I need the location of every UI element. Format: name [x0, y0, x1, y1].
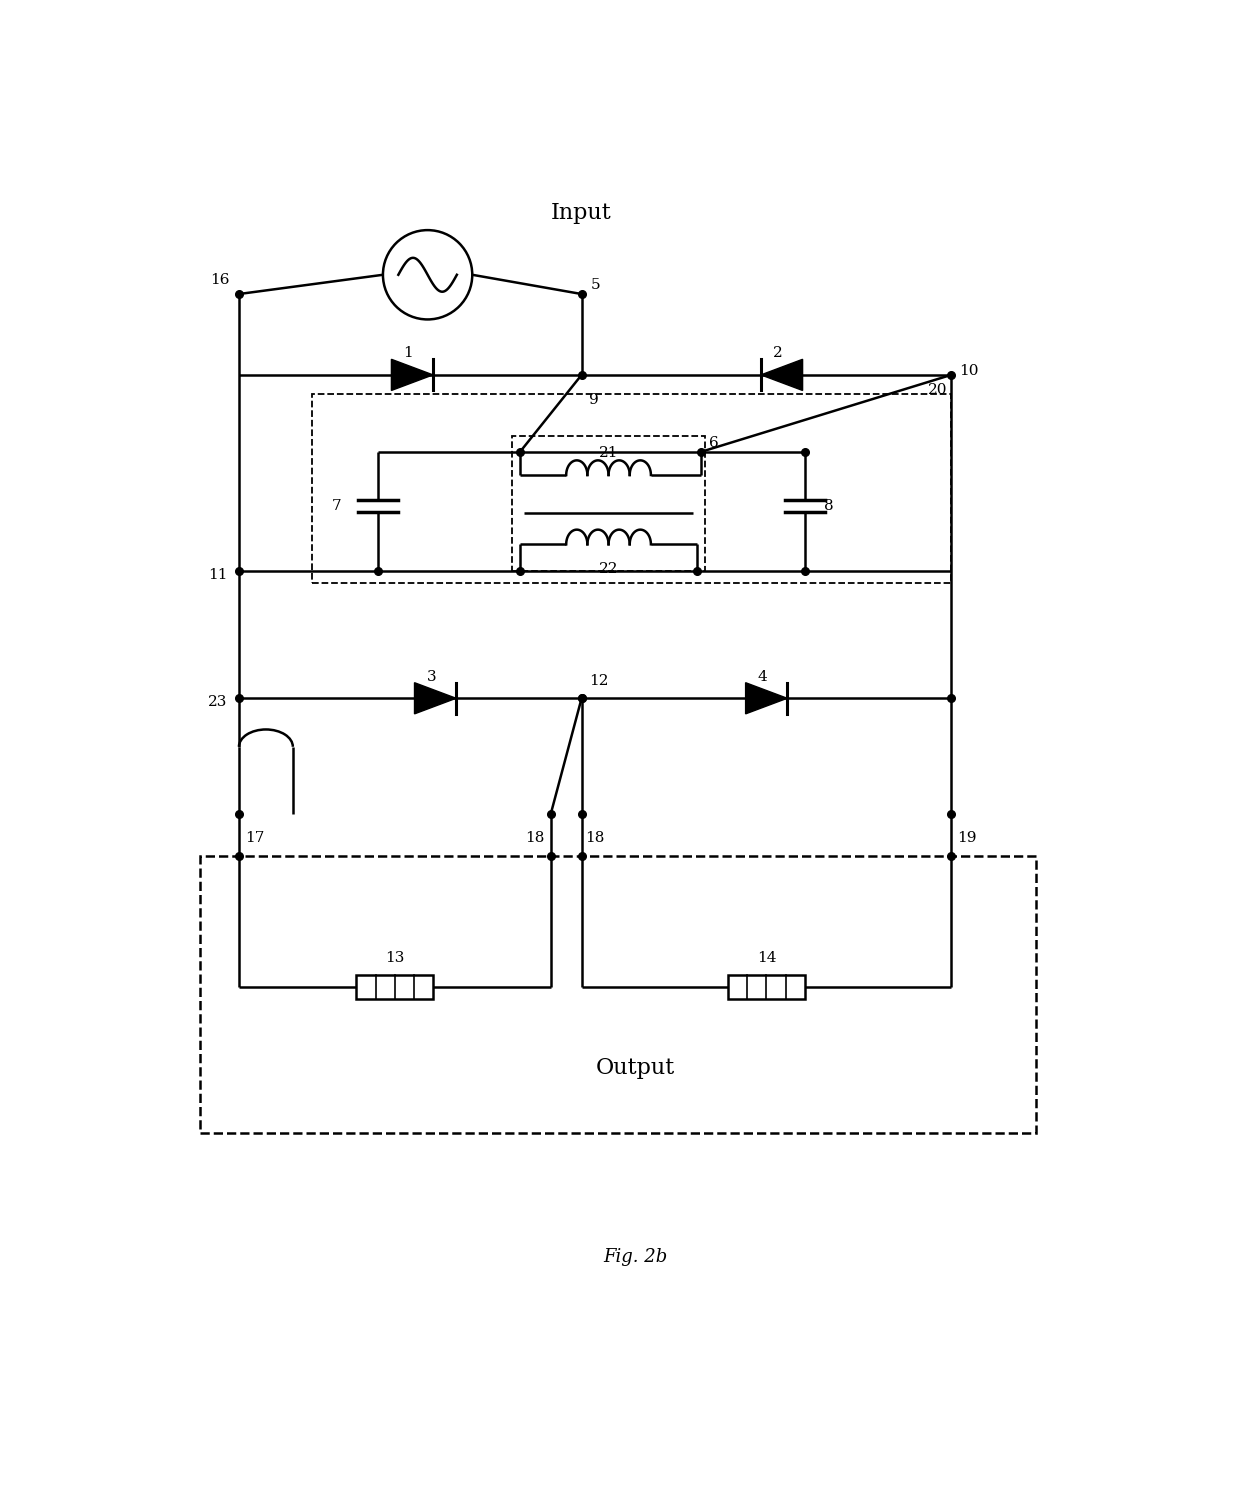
Text: Input: Input — [552, 202, 613, 225]
Text: 2: 2 — [773, 347, 782, 360]
Text: 12: 12 — [589, 674, 609, 689]
Bar — [201, 856, 1035, 1133]
Text: 13: 13 — [386, 951, 404, 964]
Text: 18: 18 — [526, 832, 544, 845]
Text: Fig. 2b: Fig. 2b — [604, 1248, 667, 1266]
Text: 3: 3 — [427, 669, 436, 684]
Text: 17: 17 — [246, 832, 264, 845]
Text: 10: 10 — [959, 365, 978, 378]
Text: 5: 5 — [590, 277, 600, 292]
Bar — [312, 395, 951, 583]
Text: 7: 7 — [331, 499, 341, 512]
Text: 8: 8 — [825, 499, 833, 512]
Bar — [512, 437, 704, 571]
Polygon shape — [414, 683, 456, 714]
Bar — [728, 975, 805, 999]
Text: 21: 21 — [599, 446, 619, 461]
Bar — [356, 975, 433, 999]
Text: 4: 4 — [758, 669, 768, 684]
Text: 20: 20 — [928, 383, 947, 398]
Text: 19: 19 — [957, 832, 977, 845]
Text: 23: 23 — [208, 695, 227, 710]
Text: 9: 9 — [589, 392, 599, 407]
Text: 22: 22 — [599, 562, 619, 576]
Text: 14: 14 — [756, 951, 776, 964]
Text: 18: 18 — [585, 832, 605, 845]
Text: 6: 6 — [708, 436, 718, 449]
Text: 11: 11 — [208, 568, 227, 582]
Text: Output: Output — [596, 1056, 675, 1079]
Text: 1: 1 — [403, 347, 413, 360]
Polygon shape — [745, 683, 787, 714]
Polygon shape — [761, 359, 802, 390]
Polygon shape — [392, 359, 433, 390]
Text: 16: 16 — [211, 273, 229, 288]
